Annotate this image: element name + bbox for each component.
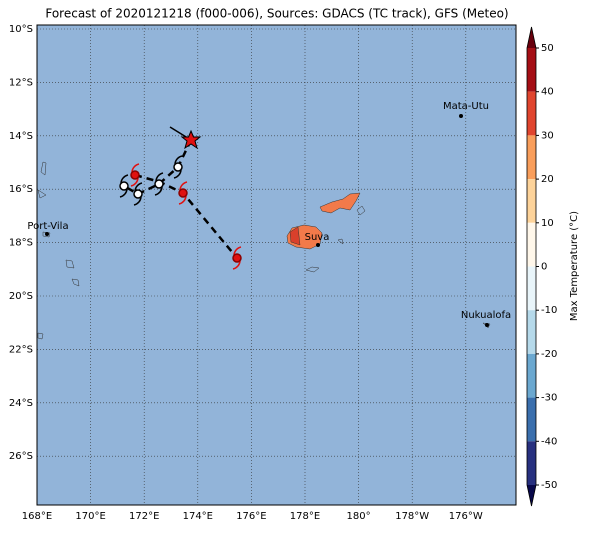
cyclone-symbol	[178, 181, 188, 205]
colorbar-tick-label: -50	[541, 480, 557, 491]
colorbar-band	[527, 135, 536, 180]
cyclone-eye	[178, 188, 188, 198]
lat-label: 14°S	[9, 131, 33, 142]
cyclone-eye	[154, 179, 164, 189]
track-forecast	[134, 173, 238, 259]
place-dot	[45, 232, 49, 236]
erromango	[65, 259, 75, 269]
tanna	[71, 278, 80, 287]
lat-label: 20°S	[9, 291, 33, 302]
lon-label: 172°E	[129, 511, 159, 522]
place-label: Nukualofa	[461, 310, 511, 321]
malekula	[37, 189, 47, 199]
cyclone-eye	[173, 162, 183, 172]
cyclone-eye	[232, 253, 242, 263]
lat-label: 16°S	[9, 184, 33, 195]
cyclone-symbol	[133, 182, 143, 206]
colorbar-band	[527, 222, 536, 267]
colorbar-band	[527, 441, 536, 485]
map-title: Forecast of 2020121218 (f000-006), Sourc…	[45, 7, 508, 21]
colorbar-band	[527, 397, 536, 442]
colorbar-tick-label: -20	[541, 349, 557, 360]
cyclone-eye	[130, 170, 140, 180]
vanua-levu	[319, 192, 361, 214]
colorbar-band	[527, 91, 536, 136]
colorbar-band	[527, 179, 536, 223]
islands	[37, 161, 491, 340]
lon-label: 176°E	[236, 511, 266, 522]
place-label: Suva	[305, 232, 330, 243]
cyclone-symbol	[130, 163, 140, 187]
lon-label: 178°W	[395, 511, 429, 522]
cyclone-symbol	[232, 246, 242, 270]
espiritu-santo	[40, 161, 47, 176]
lon-label: 176°W	[449, 511, 483, 522]
colorbar-tick-label: 30	[541, 130, 554, 141]
cyclone-eye	[119, 181, 129, 191]
colorbar-band	[527, 48, 536, 92]
ocean	[37, 25, 516, 505]
colorbar-tick-label: 40	[541, 87, 554, 98]
lat-label: 10°S	[9, 24, 33, 35]
islet	[337, 238, 344, 245]
lat-label: 26°S	[9, 451, 33, 462]
new-caledonia-tip	[37, 332, 44, 340]
lat-label: 12°S	[9, 77, 33, 88]
map-frame	[36, 24, 517, 506]
track-forecast	[123, 139, 193, 196]
current-position	[180, 129, 202, 150]
lat-label: 24°S	[9, 398, 33, 409]
colorbar-band	[527, 353, 536, 398]
cyclone-eye	[133, 189, 143, 199]
lon-label: 170°E	[75, 511, 105, 522]
places: Mata-Utu Port-Vila Suva Nukualofa	[27, 101, 511, 327]
lat-label: 18°S	[9, 238, 33, 249]
lon-label: 178°E	[290, 511, 320, 522]
place-dot	[485, 323, 489, 327]
lon-label: 174°E	[183, 511, 213, 522]
colorbar-extend-bottom	[527, 485, 536, 506]
colorbar-tick-label: 50	[541, 43, 554, 54]
colorbar-tick-label: 20	[541, 174, 554, 185]
colorbar-tick-label: 0	[541, 262, 547, 273]
place-dot	[316, 243, 320, 247]
kadavu	[305, 266, 320, 273]
viti-levu-west	[289, 226, 301, 246]
colorbar-label: Max Temperature (°C)	[569, 211, 580, 321]
place-dot	[459, 114, 463, 118]
storm-symbols	[119, 155, 242, 270]
cyclone-symbol	[154, 172, 164, 196]
colorbar-tick-label: -10	[541, 305, 557, 316]
cyclone-symbol	[119, 174, 129, 198]
lon-label: 180°	[347, 511, 371, 522]
taveuni	[356, 205, 366, 216]
colorbar-tick-label: -30	[541, 393, 557, 404]
colorbar-extend-top	[527, 27, 536, 48]
colorbar-tick-label: -40	[541, 436, 557, 447]
place-label: Port-Vila	[27, 221, 68, 232]
lat-label: 22°S	[9, 344, 33, 355]
colorbar: 50 40 30 20 10 0 -10 -20 -30 -40 -50	[526, 26, 557, 507]
colorbar-band	[527, 266, 536, 311]
place-label: Mata-Utu	[443, 101, 489, 112]
lon-label: 168°E	[22, 511, 52, 522]
cyclone-symbol	[173, 155, 183, 179]
colorbar-band	[527, 310, 536, 354]
graticule	[37, 25, 516, 505]
colorbar-tick-label: 10	[541, 218, 554, 229]
